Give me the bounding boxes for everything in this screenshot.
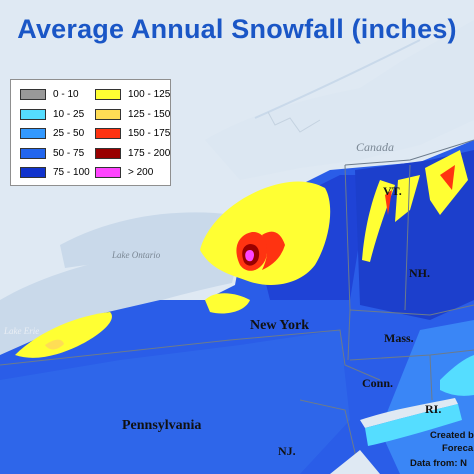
st-lawrence-river <box>254 39 421 119</box>
credit-line-1: Created b <box>430 430 474 441</box>
st-lawrence-region <box>205 20 474 180</box>
legend-item: 50 - 75 <box>20 144 90 164</box>
legend-label: > 200 <box>128 167 154 179</box>
conn-ri-border <box>429 354 433 401</box>
credit-line-2: Foreca <box>442 443 474 454</box>
lake-ontario <box>60 212 240 268</box>
tug-hill-max <box>245 250 254 262</box>
tug-hill-band <box>200 181 331 285</box>
legend-swatch <box>20 147 46 159</box>
legend-item: 25 - 50 <box>20 124 90 144</box>
erie-band <box>15 312 112 358</box>
legend-column-left: 0 - 10 10 - 25 25 - 50 50 - 75 75 - 100 <box>20 85 90 183</box>
legend-swatch <box>20 167 46 179</box>
legend-item: 75 - 100 <box>20 163 90 183</box>
legend-label: 25 - 50 <box>53 128 85 140</box>
legend-label: 150 - 175 <box>128 128 171 140</box>
legend-item: 100 - 125 <box>95 85 170 105</box>
erie-band-orange <box>45 339 64 350</box>
label-lake-erie: Lake Erie <box>4 326 40 336</box>
legend-item: > 200 <box>95 163 170 183</box>
tug-hill-red-arc <box>262 231 285 270</box>
legend-label: 0 - 10 <box>53 89 79 101</box>
legend-swatch <box>95 89 121 101</box>
vt-red <box>385 190 392 215</box>
long-island <box>365 404 462 446</box>
nh-red <box>440 165 455 190</box>
label-rhode-island: RI. <box>425 402 442 416</box>
ny-pa-border <box>0 339 231 366</box>
legend-swatch <box>20 89 46 101</box>
mass-north-border <box>349 304 474 316</box>
legend-swatch <box>95 108 121 120</box>
map-title: Average Annual Snowfall (inches) <box>17 14 457 44</box>
label-connecticut: Conn. <box>362 376 394 390</box>
legend: 0 - 10 10 - 25 25 - 50 50 - 75 75 - 100 … <box>10 79 171 186</box>
legend-label: 125 - 150 <box>128 108 171 120</box>
legend-item: 0 - 10 <box>20 85 90 105</box>
nj-border <box>299 399 361 474</box>
long-island-sound <box>360 398 458 428</box>
legend-swatch <box>95 147 121 159</box>
vt-band-2 <box>395 175 420 222</box>
legend-item: 150 - 175 <box>95 124 170 144</box>
canada-us-border <box>344 139 474 166</box>
legend-swatch <box>20 128 46 140</box>
legend-column-right: 100 - 125 125 - 150 150 - 175 175 - 200 … <box>95 85 170 183</box>
legend-label: 10 - 25 <box>53 108 85 120</box>
pennsylvania-zone <box>0 330 350 474</box>
legend-label: 50 - 75 <box>53 147 85 159</box>
label-new-jersey: NJ. <box>278 444 296 458</box>
ny-pa-nj-border <box>229 329 381 381</box>
ocean-corner <box>330 450 380 474</box>
label-new-york: New York <box>250 318 309 333</box>
label-pennsylvania: Pennsylvania <box>122 418 202 433</box>
label-massachusetts: Mass. <box>384 331 414 345</box>
canada-boundary-line <box>267 111 321 133</box>
legend-item: 125 - 150 <box>95 105 170 125</box>
vt-nh-border <box>404 164 411 311</box>
legend-label: 100 - 125 <box>128 89 171 101</box>
label-lake-ontario: Lake Ontario <box>112 250 161 260</box>
oswego-band <box>205 293 250 314</box>
legend-label: 75 - 100 <box>53 167 90 179</box>
legend-swatch <box>20 108 46 120</box>
legend-label: 175 - 200 <box>128 147 171 159</box>
legend-swatch <box>95 167 121 179</box>
legend-item: 175 - 200 <box>95 144 170 164</box>
credit-line-3: Data from: N <box>410 458 468 469</box>
cape-cod-light <box>440 355 474 396</box>
label-new-hampshire: NH. <box>409 266 430 280</box>
label-vermont: VT. <box>383 184 402 198</box>
legend-item: 10 - 25 <box>20 105 90 125</box>
label-canada: Canada <box>356 140 395 154</box>
legend-swatch <box>95 128 121 140</box>
